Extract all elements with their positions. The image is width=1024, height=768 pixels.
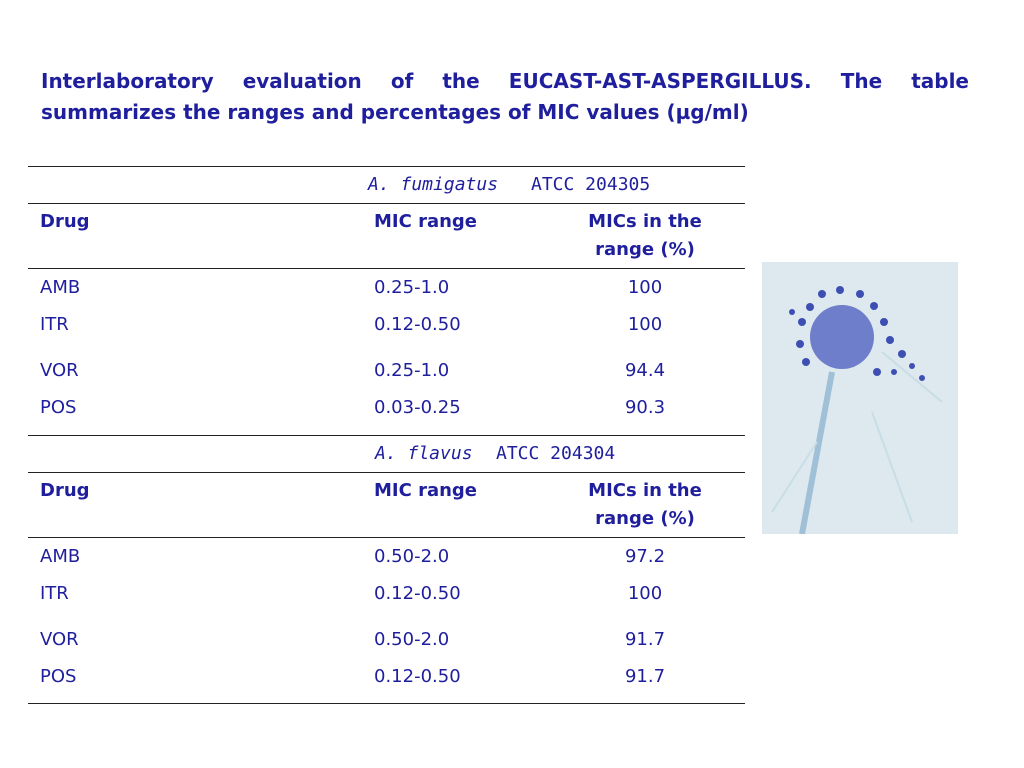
fungus-photo <box>762 262 958 534</box>
mic-range: 0.50-2.0 <box>374 546 450 567</box>
strain-id: ATCC 204304 <box>496 443 616 464</box>
mic-range: 0.03-0.25 <box>374 397 461 418</box>
column-header: MIC range <box>374 211 478 232</box>
mic-range: 0.25-1.0 <box>374 277 450 298</box>
column-header: MIC range <box>374 480 478 501</box>
mic-percent: 100 <box>627 314 663 335</box>
drug-name: VOR <box>40 629 79 650</box>
column-header: MICs in the range (%) <box>588 480 702 529</box>
mic-range: 0.25-1.0 <box>374 360 450 381</box>
mic-percent: 100 <box>627 583 663 604</box>
drug-name: POS <box>40 397 77 418</box>
table-rule <box>28 203 745 204</box>
mic-percent: 90.3 <box>624 397 666 418</box>
drug-name: AMB <box>40 546 81 567</box>
table-rule <box>28 166 745 167</box>
mic-percent: 100 <box>627 277 663 298</box>
organism-name: A. fumigatus <box>368 174 499 195</box>
slide-title: Interlaboratory evaluation of the EUCAST… <box>41 69 969 124</box>
mic-percent: 94.4 <box>624 360 666 381</box>
column-header: Drug <box>40 211 90 232</box>
table-rule <box>28 435 745 436</box>
mic-range: 0.12-0.50 <box>374 666 461 687</box>
table-rule <box>28 268 745 269</box>
drug-name: ITR <box>40 314 69 335</box>
mic-range: 0.12-0.50 <box>374 583 461 604</box>
drug-name: AMB <box>40 277 81 298</box>
table-rule <box>28 703 745 704</box>
mic-percent: 91.7 <box>624 629 666 650</box>
mic-range: 0.50-2.0 <box>374 629 450 650</box>
drug-name: POS <box>40 666 77 687</box>
mic-percent: 91.7 <box>624 666 666 687</box>
mic-percent: 97.2 <box>624 546 666 567</box>
table-rule <box>28 537 745 538</box>
drug-name: ITR <box>40 583 69 604</box>
mic-range: 0.12-0.50 <box>374 314 461 335</box>
column-header: MICs in the range (%) <box>588 211 702 260</box>
strain-id: ATCC 204305 <box>531 174 651 195</box>
column-header: Drug <box>40 480 90 501</box>
drug-name: VOR <box>40 360 79 381</box>
table-rule <box>28 472 745 473</box>
organism-name: A. flavus <box>375 443 473 464</box>
